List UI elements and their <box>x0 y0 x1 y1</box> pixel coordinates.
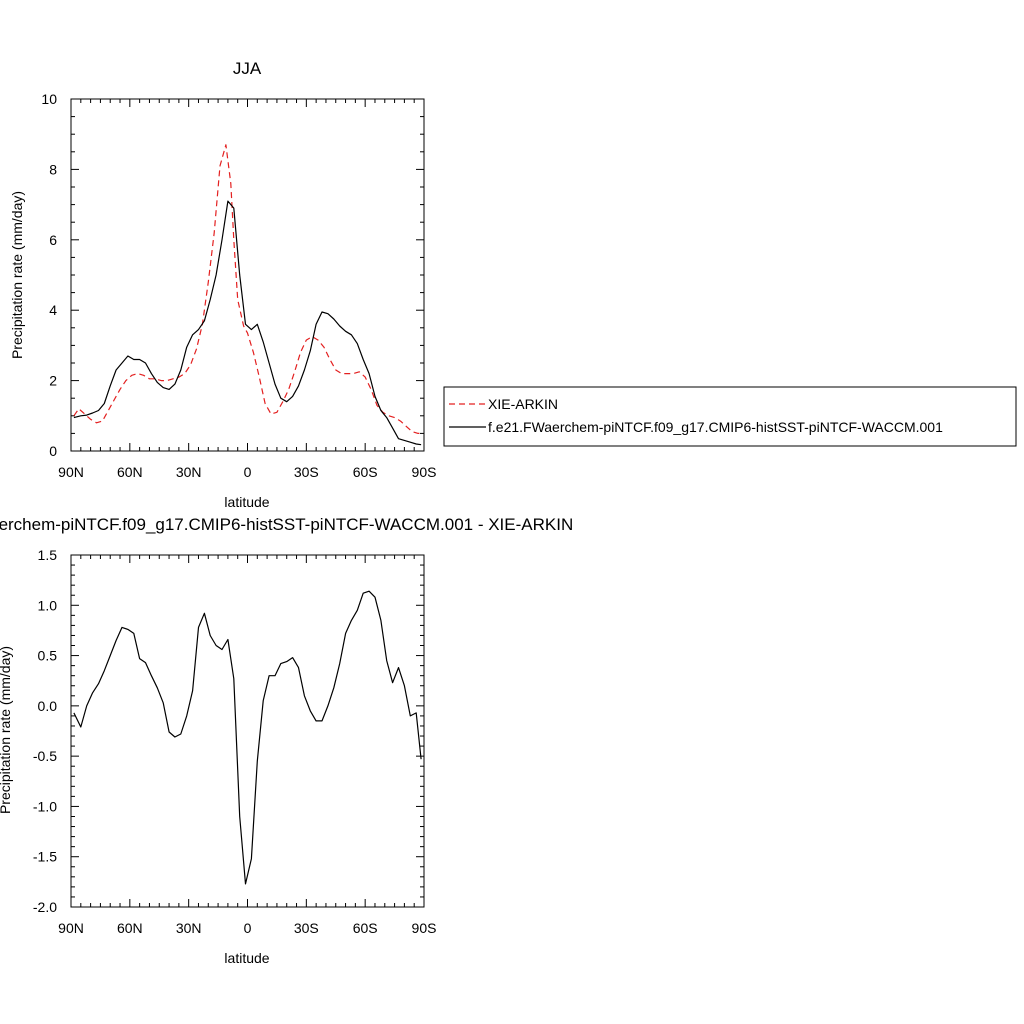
y-tick-label: 0.0 <box>38 698 58 714</box>
series-line-model <box>73 200 422 446</box>
x-tick-label: 60S <box>353 464 378 480</box>
x-tick-label: 30S <box>294 920 319 936</box>
x-tick-label: 60N <box>117 464 143 480</box>
y-axis-title: Precipitation rate (mm/day) <box>0 646 13 814</box>
x-tick-label: 60N <box>117 920 143 936</box>
legend-label-xie-arkin: XIE-ARKIN <box>488 396 558 412</box>
x-axis-title: latitude <box>224 950 269 966</box>
y-tick-label: 0.5 <box>38 648 58 664</box>
tick-marks <box>70 98 425 452</box>
y-tick-label: 2 <box>49 373 57 389</box>
legend-box <box>443 386 1017 447</box>
series-line-xie-arkin <box>73 144 422 434</box>
plot-frame <box>70 554 425 908</box>
y-tick-label: -0.5 <box>33 748 57 764</box>
x-tick-labels: 90N 60N 30N 0 30S 60S 90S <box>58 464 436 480</box>
y-tick-label: 0 <box>49 443 57 459</box>
plot-frame <box>70 98 425 452</box>
y-tick-label: 1.5 <box>38 547 58 563</box>
series-lines <box>73 144 422 446</box>
panel-title: JJA <box>233 59 262 78</box>
x-tick-label: 90N <box>58 920 84 936</box>
y-tick-label: 10 <box>41 91 57 107</box>
x-tick-label: 30N <box>176 920 202 936</box>
x-tick-label: 60S <box>353 920 378 936</box>
y-tick-label: -1.0 <box>33 798 57 814</box>
y-axis-title: Precipitation rate (mm/day) <box>9 191 25 359</box>
legend: XIE-ARKIN f.e21.FWaerchem-piNTCF.f09_g17… <box>443 386 1017 447</box>
x-tick-labels: 90N 60N 30N 0 30S 60S 90S <box>58 920 436 936</box>
y-tick-labels: -2.0 -1.5 -1.0 -0.5 0.0 0.5 1.0 1.5 <box>33 547 57 915</box>
panel-title: f.e21.FWaerchem-piNTCF.f09_g17.CMIP6-his… <box>0 515 573 534</box>
y-tick-label: 1.0 <box>38 597 58 613</box>
y-tick-label: 8 <box>49 161 57 177</box>
panel-jja: JJA Precipitation rate (mm/day) latitude… <box>9 59 436 510</box>
x-tick-label: 90N <box>58 464 84 480</box>
x-axis-title: latitude <box>224 494 269 510</box>
legend-label-model: f.e21.FWaerchem-piNTCF.f09_g17.CMIP6-his… <box>488 419 943 435</box>
x-tick-label: 0 <box>244 920 252 936</box>
y-tick-label: -2.0 <box>33 899 57 915</box>
y-tick-label: -1.5 <box>33 849 57 865</box>
x-tick-label: 30S <box>294 464 319 480</box>
y-tick-label: 6 <box>49 232 57 248</box>
x-tick-label: 90S <box>412 920 437 936</box>
tick-marks <box>70 554 425 908</box>
x-tick-label: 90S <box>412 464 437 480</box>
y-tick-label: 4 <box>49 302 57 318</box>
series-line-difference <box>73 590 422 885</box>
panel-difference: f.e21.FWaerchem-piNTCF.f09_g17.CMIP6-his… <box>0 515 573 966</box>
x-tick-label: 0 <box>244 464 252 480</box>
x-tick-label: 30N <box>176 464 202 480</box>
y-tick-labels: 0 2 4 6 8 10 <box>41 91 57 459</box>
series-lines <box>73 590 422 885</box>
